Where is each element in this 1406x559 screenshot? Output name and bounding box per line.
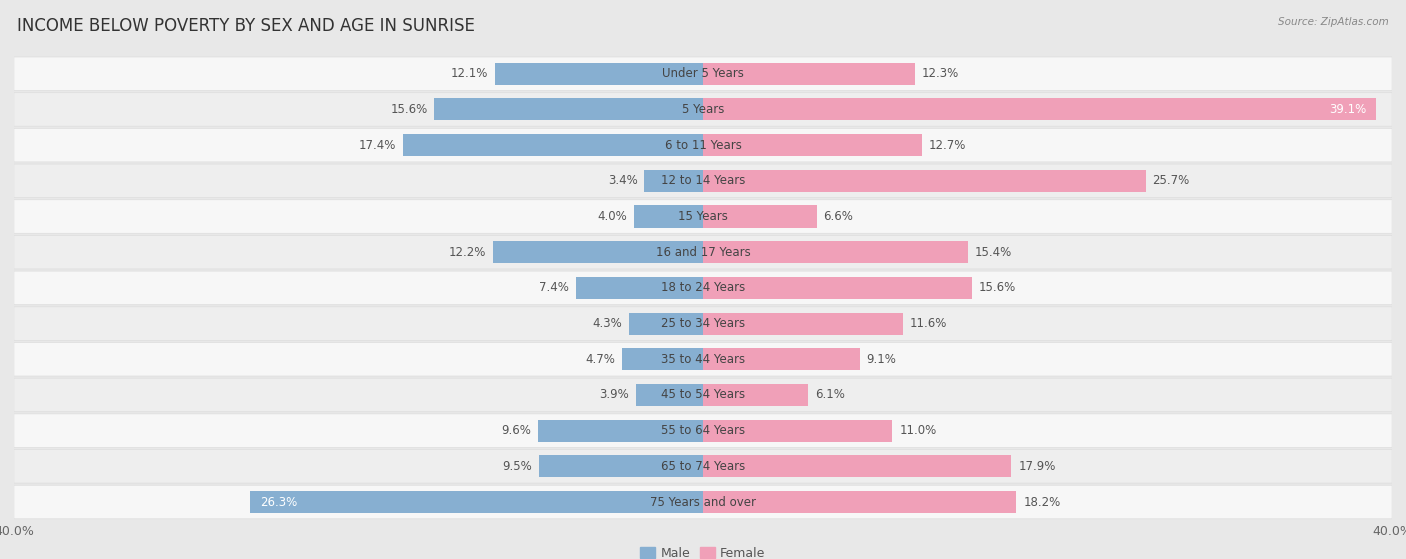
Bar bbox=[703, 134, 922, 156]
FancyBboxPatch shape bbox=[14, 414, 1392, 447]
Bar bbox=[703, 312, 903, 335]
FancyBboxPatch shape bbox=[14, 235, 1392, 269]
Text: 3.9%: 3.9% bbox=[599, 389, 628, 401]
Text: 15 Years: 15 Years bbox=[678, 210, 728, 223]
Bar bbox=[644, 170, 703, 192]
FancyBboxPatch shape bbox=[14, 449, 1392, 483]
Text: 6 to 11 Years: 6 to 11 Years bbox=[665, 139, 741, 151]
Bar bbox=[703, 455, 1011, 477]
Text: 18 to 24 Years: 18 to 24 Years bbox=[661, 281, 745, 295]
Text: 15.4%: 15.4% bbox=[976, 246, 1012, 259]
Bar bbox=[703, 384, 808, 406]
Bar bbox=[434, 98, 703, 121]
Text: 18.2%: 18.2% bbox=[1024, 495, 1060, 509]
Text: 6.6%: 6.6% bbox=[824, 210, 853, 223]
FancyBboxPatch shape bbox=[14, 200, 1392, 233]
Bar bbox=[494, 241, 703, 263]
Bar bbox=[537, 420, 703, 442]
Bar bbox=[621, 348, 703, 370]
Bar bbox=[703, 206, 817, 228]
Text: 5 Years: 5 Years bbox=[682, 103, 724, 116]
Text: 65 to 74 Years: 65 to 74 Years bbox=[661, 460, 745, 473]
Text: 12.2%: 12.2% bbox=[449, 246, 486, 259]
FancyBboxPatch shape bbox=[14, 271, 1392, 305]
Bar bbox=[634, 206, 703, 228]
FancyBboxPatch shape bbox=[14, 307, 1392, 340]
Text: Under 5 Years: Under 5 Years bbox=[662, 67, 744, 80]
FancyBboxPatch shape bbox=[14, 378, 1392, 412]
FancyBboxPatch shape bbox=[14, 93, 1392, 126]
Bar bbox=[540, 455, 703, 477]
Text: 12 to 14 Years: 12 to 14 Years bbox=[661, 174, 745, 187]
Text: 45 to 54 Years: 45 to 54 Years bbox=[661, 389, 745, 401]
Bar bbox=[703, 63, 915, 85]
Text: 26.3%: 26.3% bbox=[260, 495, 298, 509]
Bar bbox=[404, 134, 703, 156]
Text: 9.5%: 9.5% bbox=[503, 460, 533, 473]
Text: 16 and 17 Years: 16 and 17 Years bbox=[655, 246, 751, 259]
Text: 4.7%: 4.7% bbox=[585, 353, 616, 366]
Text: 15.6%: 15.6% bbox=[979, 281, 1015, 295]
Text: 9.1%: 9.1% bbox=[866, 353, 897, 366]
Text: 12.1%: 12.1% bbox=[450, 67, 488, 80]
FancyBboxPatch shape bbox=[14, 485, 1392, 519]
Bar bbox=[495, 63, 703, 85]
Text: 25.7%: 25.7% bbox=[1153, 174, 1189, 187]
Bar bbox=[250, 491, 703, 513]
Text: 75 Years and over: 75 Years and over bbox=[650, 495, 756, 509]
Text: 17.4%: 17.4% bbox=[359, 139, 396, 151]
Text: 15.6%: 15.6% bbox=[391, 103, 427, 116]
FancyBboxPatch shape bbox=[14, 164, 1392, 197]
Text: 35 to 44 Years: 35 to 44 Years bbox=[661, 353, 745, 366]
FancyBboxPatch shape bbox=[14, 129, 1392, 162]
Text: INCOME BELOW POVERTY BY SEX AND AGE IN SUNRISE: INCOME BELOW POVERTY BY SEX AND AGE IN S… bbox=[17, 17, 475, 35]
Bar bbox=[703, 491, 1017, 513]
Bar bbox=[703, 170, 1146, 192]
Text: Source: ZipAtlas.com: Source: ZipAtlas.com bbox=[1278, 17, 1389, 27]
Bar bbox=[628, 312, 703, 335]
Bar bbox=[636, 384, 703, 406]
Bar bbox=[703, 348, 859, 370]
Text: 4.3%: 4.3% bbox=[592, 317, 621, 330]
Bar bbox=[703, 420, 893, 442]
Bar bbox=[703, 98, 1376, 121]
Bar bbox=[703, 241, 969, 263]
Text: 3.4%: 3.4% bbox=[607, 174, 637, 187]
Text: 7.4%: 7.4% bbox=[538, 281, 568, 295]
Legend: Male, Female: Male, Female bbox=[636, 542, 770, 559]
Text: 11.0%: 11.0% bbox=[900, 424, 936, 437]
Text: 17.9%: 17.9% bbox=[1018, 460, 1056, 473]
FancyBboxPatch shape bbox=[14, 343, 1392, 376]
Text: 12.7%: 12.7% bbox=[928, 139, 966, 151]
Text: 4.0%: 4.0% bbox=[598, 210, 627, 223]
Bar bbox=[703, 277, 972, 299]
Text: 39.1%: 39.1% bbox=[1329, 103, 1367, 116]
Text: 9.6%: 9.6% bbox=[501, 424, 531, 437]
Bar bbox=[575, 277, 703, 299]
FancyBboxPatch shape bbox=[14, 57, 1392, 91]
Text: 6.1%: 6.1% bbox=[815, 389, 845, 401]
Text: 12.3%: 12.3% bbox=[922, 67, 959, 80]
Text: 25 to 34 Years: 25 to 34 Years bbox=[661, 317, 745, 330]
Text: 55 to 64 Years: 55 to 64 Years bbox=[661, 424, 745, 437]
Text: 11.6%: 11.6% bbox=[910, 317, 948, 330]
